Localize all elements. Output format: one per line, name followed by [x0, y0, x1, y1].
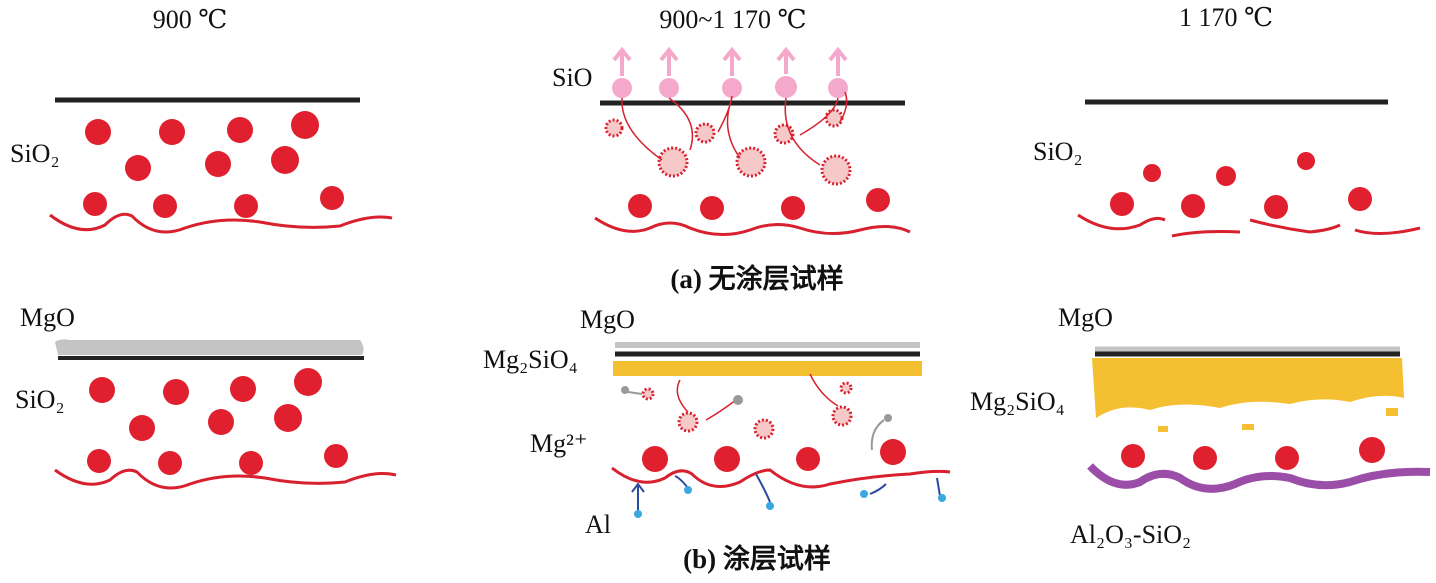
panel — [1087, 346, 1431, 493]
label: Al₂O₃-SiO₂ — [1070, 520, 1191, 549]
caption: (b) 涂层试样 — [683, 543, 831, 574]
column-title: 900~1 170 ℃ — [659, 5, 806, 34]
label: SiO₂ — [15, 385, 65, 414]
panel — [1077, 99, 1421, 238]
label: MgO — [580, 305, 635, 334]
label: SiO — [552, 63, 592, 92]
column-title: 900 ℃ — [153, 5, 228, 34]
label: SiO₂ — [1033, 137, 1083, 166]
label: MgO — [20, 303, 75, 332]
label: Al — [585, 510, 611, 539]
panel — [594, 46, 911, 236]
column-title: 1 170 ℃ — [1179, 3, 1273, 32]
label: Mg²⁺ — [530, 429, 588, 458]
panel — [49, 97, 393, 234]
caption: (a) 无涂层试样 — [670, 263, 843, 294]
label: Mg₂SiO₄ — [483, 345, 578, 374]
label: Mg₂SiO₄ — [970, 387, 1065, 416]
panel — [611, 342, 951, 518]
panel — [54, 339, 397, 490]
label: MgO — [1058, 303, 1113, 332]
label: SiO₂ — [10, 139, 60, 168]
